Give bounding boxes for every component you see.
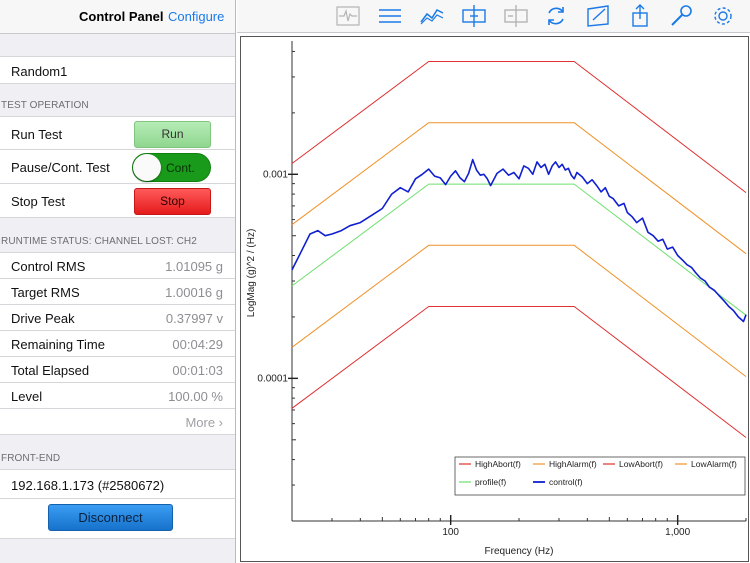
series-line-profilef (291, 183, 747, 316)
refresh-icon[interactable] (543, 4, 569, 28)
stop-test-row: Stop Test Stop (0, 184, 235, 218)
front-end-address: 192.168.1.173 (#2580672) (11, 478, 165, 493)
add-marker-icon[interactable] (461, 4, 487, 28)
x-axis-label: Frequency (Hz) (485, 546, 554, 557)
series-line-controlf (291, 158, 747, 323)
status-label: Drive Peak (11, 311, 75, 326)
status-value: 00:04:29 (172, 337, 223, 352)
share-icon[interactable] (627, 4, 653, 28)
series-line-highabortf (291, 61, 747, 193)
front-end-section: FRONT-END (0, 435, 235, 469)
status-value: 1.00016 g (165, 285, 223, 300)
more-row[interactable]: More › (0, 409, 235, 435)
psd-chart[interactable]: 100 1,000 0.0001 0.001 Frequency (Hz) LogMag … (241, 37, 750, 563)
chart-toolbar (237, 0, 750, 33)
status-label: Control RMS (11, 259, 86, 274)
status-row-target-rms: Target RMS 1.00016 g (0, 279, 235, 305)
y-tick-label: 0.001 (263, 169, 288, 180)
status-row-total-elapsed: Total Elapsed 00:01:03 (0, 357, 235, 383)
gear-icon[interactable] (710, 4, 736, 28)
series-line-lowalarmf (291, 244, 747, 377)
run-test-label: Run Test (11, 127, 63, 142)
legend-label: profile(f) (475, 477, 506, 487)
toggle-label: Cont. (166, 161, 195, 175)
status-label: Remaining Time (11, 337, 105, 352)
x-tick-label: 1,000 (665, 527, 690, 538)
search-icon[interactable] (669, 4, 695, 28)
section-header: TEST OPERATION (1, 100, 89, 111)
spacer (0, 34, 235, 56)
stop-test-label: Stop Test (11, 194, 65, 209)
notes-icon[interactable] (585, 4, 611, 28)
panel-title: Control Panel (79, 9, 164, 24)
section-header: RUNTIME STATUS: CHANNEL LOST: CH2 (1, 236, 197, 247)
status-row-remaining-time: Remaining Time 00:04:29 (0, 331, 235, 357)
status-label: Target RMS (11, 285, 80, 300)
stop-button[interactable]: Stop (134, 188, 211, 215)
status-value: 1.01095 g (165, 259, 223, 274)
runtime-status-section: RUNTIME STATUS: CHANNEL LOST: CH2 (0, 218, 235, 252)
legend-label: control(f) (549, 477, 583, 487)
remove-marker-icon[interactable] (503, 4, 529, 28)
pause-test-row: Pause/Cont. Test Cont. (0, 150, 235, 184)
series-line-lowabortf (291, 306, 747, 438)
legend-label: LowAlarm(f) (691, 459, 737, 469)
configure-button[interactable]: Configure (168, 9, 225, 24)
disconnect-button[interactable]: Disconnect (48, 504, 173, 531)
pause-continue-toggle[interactable]: Cont. (132, 153, 211, 182)
chart-area: 100 1,000 0.0001 0.001 Frequency (Hz) LogMag … (237, 0, 750, 563)
run-test-row: Run Test Run (0, 116, 235, 150)
pause-test-label: Pause/Cont. Test (11, 160, 110, 175)
status-label: Total Elapsed (11, 363, 90, 378)
trend-icon[interactable] (419, 4, 445, 28)
y-tick-label: 0.0001 (257, 373, 288, 384)
runtime-status-list: Control RMS 1.01095 g Target RMS 1.00016… (0, 252, 235, 435)
waveform-icon[interactable] (335, 4, 361, 28)
legend-label: HighAlarm(f) (549, 459, 597, 469)
status-label: Level (11, 389, 43, 404)
status-row-control-rms: Control RMS 1.01095 g (0, 253, 235, 279)
y-axis-label: LogMag (g)^2 / (Hz) (246, 229, 257, 318)
chart-legend (454, 456, 746, 496)
disconnect-row: Disconnect (0, 499, 235, 539)
status-row-level: Level 100.00 % (0, 383, 235, 409)
front-end-address-row: 192.168.1.173 (#2580672) (0, 469, 235, 499)
status-value: 0.37997 v (165, 311, 223, 326)
control-panel-header: Control Panel Configure (0, 0, 235, 34)
list-icon[interactable] (377, 4, 403, 28)
test-operation-section: TEST OPERATION (0, 84, 235, 116)
toggle-knob (133, 154, 161, 181)
status-value: 00:01:03 (172, 363, 223, 378)
run-button[interactable]: Run (134, 121, 211, 148)
legend-label: HighAbort(f) (475, 459, 521, 469)
profile-row[interactable]: Random1 (0, 56, 235, 84)
psd-chart-frame: 100 1,000 0.0001 0.001 Frequency (Hz) LogMag … (240, 36, 749, 562)
status-row-drive-peak: Drive Peak 0.37997 v (0, 305, 235, 331)
profile-name: Random1 (11, 64, 68, 79)
legend-label: LowAbort(f) (619, 459, 663, 469)
more-link[interactable]: More › (185, 415, 223, 430)
control-panel-sidebar: Control Panel Configure Random1 TEST OPE… (0, 0, 236, 563)
section-header: FRONT-END (1, 453, 61, 464)
status-value: 100.00 % (168, 389, 223, 404)
x-tick-label: 100 (442, 527, 459, 538)
series-line-highalarmf (291, 122, 747, 255)
